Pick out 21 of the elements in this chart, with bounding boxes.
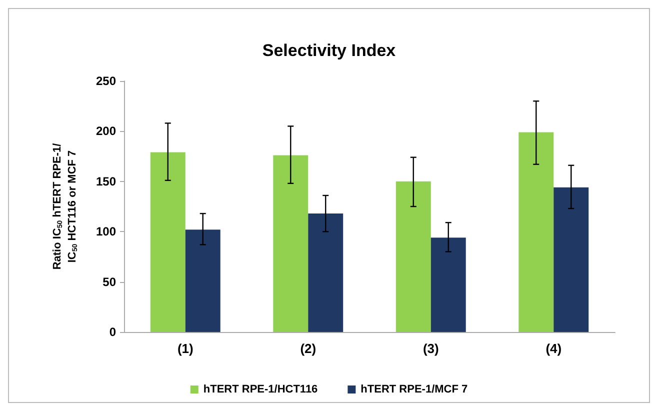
chart-title: Selectivity Index [262,41,396,60]
legend-label: hTERT RPE-1/MCF 7 [360,384,468,396]
legend-label: hTERT RPE-1/HCT116 [203,384,318,396]
y-tick-label: 100 [96,224,116,239]
y-tick-label: 0 [109,325,116,339]
y-tick-label: 50 [102,274,116,289]
y-tick-label: 150 [96,174,116,188]
x-tick-label: (4) [546,341,562,356]
bar [273,155,308,332]
bar [396,181,431,332]
x-tick-label: (1) [177,341,194,356]
bar [518,132,554,332]
y-tick-label: 200 [96,124,116,138]
bar [185,230,220,332]
bar [430,238,466,332]
y-tick-label: 250 [96,74,116,88]
bar [554,187,589,332]
x-tick-label: (3) [422,341,439,356]
x-tick-label: (2) [300,341,316,356]
bar [150,152,186,332]
bar [308,214,344,332]
